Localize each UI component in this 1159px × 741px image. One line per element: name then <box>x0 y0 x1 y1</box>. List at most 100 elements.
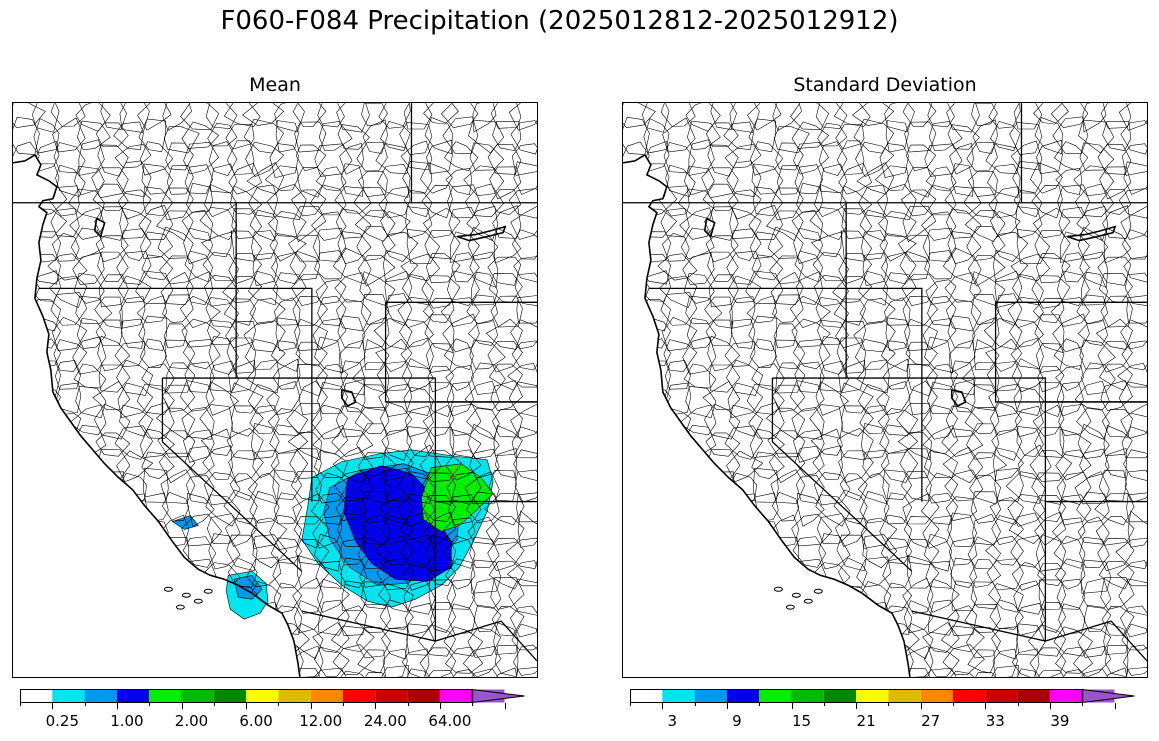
basin-outline <box>312 318 347 350</box>
basin-outline <box>116 450 154 483</box>
basin-outline <box>13 513 36 546</box>
basin-outline <box>986 558 1024 591</box>
basin-outline <box>1097 256 1132 286</box>
basin-outline <box>749 625 787 655</box>
basin-outline <box>466 491 500 524</box>
basin-outline <box>163 126 200 154</box>
basin-outline <box>119 404 154 437</box>
basin-outline <box>487 143 522 175</box>
basin-outline <box>752 667 781 677</box>
basin-outline <box>252 252 278 287</box>
basin-outline <box>751 648 781 676</box>
basin-outline <box>428 579 456 610</box>
basin-outline <box>13 164 40 192</box>
basin-outline <box>204 184 238 218</box>
basin-outline <box>272 469 303 500</box>
basin-outline <box>794 250 823 283</box>
basin-outline <box>464 183 505 218</box>
colorbar-segment <box>1049 689 1083 703</box>
colorbar-tick <box>213 703 215 706</box>
basin-outline <box>1053 535 1086 569</box>
basin-outline <box>682 538 718 570</box>
basin-outline <box>250 517 288 549</box>
basin-outline <box>185 667 217 677</box>
basin-outline <box>796 182 823 213</box>
basin-outline <box>142 667 171 677</box>
basin-outline <box>923 646 960 677</box>
basin-outline <box>318 121 353 152</box>
colorbar-extension <box>1081 689 1135 703</box>
basin-outline <box>685 385 717 419</box>
basin-outline <box>1061 252 1090 283</box>
basin-outline <box>95 516 125 545</box>
basin-outline <box>247 472 280 505</box>
basin-outline <box>360 581 391 610</box>
basin-outline <box>120 318 146 349</box>
basin-outline <box>222 276 263 303</box>
basin-outline <box>662 232 690 262</box>
basin-outline <box>862 252 888 287</box>
basin-outline <box>202 252 239 281</box>
basin-outline <box>899 645 934 677</box>
colorbar-tick <box>20 703 21 706</box>
basin-outline <box>13 184 40 220</box>
basin-outline <box>683 272 715 304</box>
basin-outline <box>424 314 455 353</box>
basin-outline <box>50 489 89 525</box>
basin-outline <box>28 451 63 484</box>
basin-outline <box>707 251 739 282</box>
basin-outline <box>47 643 83 676</box>
basin-outline <box>33 603 57 635</box>
basin-outline <box>445 365 474 391</box>
basin-outline <box>490 188 522 215</box>
colorbar-segment <box>213 689 247 703</box>
basin-outline <box>967 255 1006 287</box>
basin-outline <box>466 407 500 440</box>
state-border <box>771 378 913 572</box>
basin-outline <box>508 578 537 617</box>
basin-outline <box>1083 604 1112 633</box>
basin-outline <box>681 647 718 677</box>
colorbar-segment <box>791 689 824 703</box>
basin-outline <box>473 604 502 633</box>
basin-outline <box>666 382 692 416</box>
basin-outline <box>815 381 849 416</box>
basin-outline <box>182 339 221 370</box>
basin-outline <box>928 599 960 636</box>
basin-outline <box>856 646 892 677</box>
basin-outline <box>200 625 235 655</box>
basin-outline <box>114 425 154 460</box>
basin-outline <box>948 537 977 566</box>
basin-outline <box>159 255 194 285</box>
basin-outline <box>1076 491 1110 524</box>
basin-outline <box>50 103 86 127</box>
basin-outline <box>427 563 456 586</box>
basin-outline <box>1118 578 1147 617</box>
basin-outline <box>447 270 480 306</box>
basin-outline <box>950 360 976 396</box>
basin-outline <box>511 340 537 371</box>
basin-outline <box>395 471 436 504</box>
basin-outline <box>809 207 848 241</box>
island-outline <box>785 604 795 610</box>
basin-outline <box>13 534 43 570</box>
basin-outline <box>1032 298 1065 324</box>
basin-outline <box>376 361 413 392</box>
basin-outline <box>885 120 909 153</box>
basin-outline <box>751 451 785 479</box>
basin-outline <box>944 186 982 214</box>
basin-outline <box>791 600 827 639</box>
basin-outline <box>419 647 456 677</box>
basin-outline <box>881 340 911 372</box>
basin-outline <box>796 475 825 504</box>
state-border <box>921 377 1047 642</box>
colorbar-tick <box>278 703 280 706</box>
basin-outline <box>900 668 934 677</box>
basin-outline <box>1029 162 1063 194</box>
basin-outline <box>705 319 733 346</box>
basin-outline <box>223 103 261 127</box>
basin-outline <box>988 665 1019 677</box>
basin-outline <box>702 183 739 211</box>
basin-outline <box>902 577 934 614</box>
basin-outline <box>157 627 197 657</box>
